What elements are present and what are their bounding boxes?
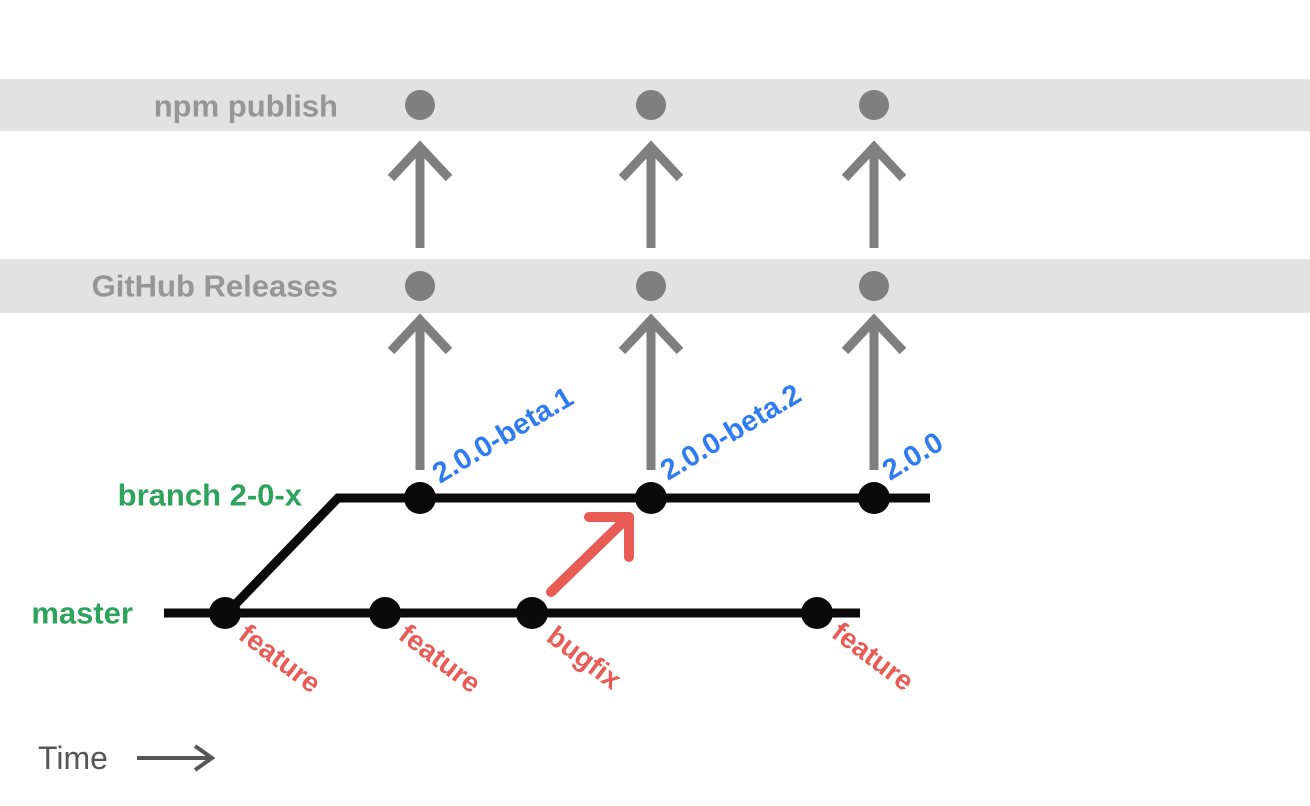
npm-publish-node xyxy=(636,90,666,120)
release-tag-label: 2.0.0-beta.2 xyxy=(655,378,807,487)
time-arrow xyxy=(137,744,216,772)
master-commit-dot xyxy=(516,597,548,629)
time-axis-label: Time xyxy=(38,740,108,776)
release-branch-label: branch 2-0-x xyxy=(118,478,303,513)
release-tag-label: 2.0.0 xyxy=(877,426,949,487)
github-releases-label: GitHub Releases xyxy=(92,269,338,304)
npm-publish-label: npm publish xyxy=(154,89,338,124)
cherry-pick-arrow xyxy=(546,512,634,597)
commit-label: feature xyxy=(393,618,486,699)
master-commit-dot xyxy=(369,597,401,629)
release-branch-line xyxy=(223,493,930,617)
publish-arrow xyxy=(387,140,453,248)
commit-label: feature xyxy=(826,616,919,697)
branch-commit-dot xyxy=(635,482,667,514)
npm-publish-node xyxy=(859,90,889,120)
master-branch-label: master xyxy=(31,596,133,631)
npm-publish-node xyxy=(405,90,435,120)
release-tag-label: 2.0.0-beta.1 xyxy=(427,381,579,490)
github-release-node xyxy=(859,271,889,301)
master-commit-dot xyxy=(209,597,241,629)
release-arrow xyxy=(618,313,684,470)
release-arrow xyxy=(841,313,907,470)
publish-arrow xyxy=(841,140,907,248)
branch-commit-dot xyxy=(858,482,890,514)
github-release-node xyxy=(405,271,435,301)
commit-label: bugfix xyxy=(541,620,627,696)
publish-arrow xyxy=(618,140,684,248)
branch-commit-dot xyxy=(404,482,436,514)
commit-label: feature xyxy=(233,618,326,699)
github-release-node xyxy=(636,271,666,301)
release-arrow xyxy=(387,313,453,470)
master-commit-dot xyxy=(801,597,833,629)
